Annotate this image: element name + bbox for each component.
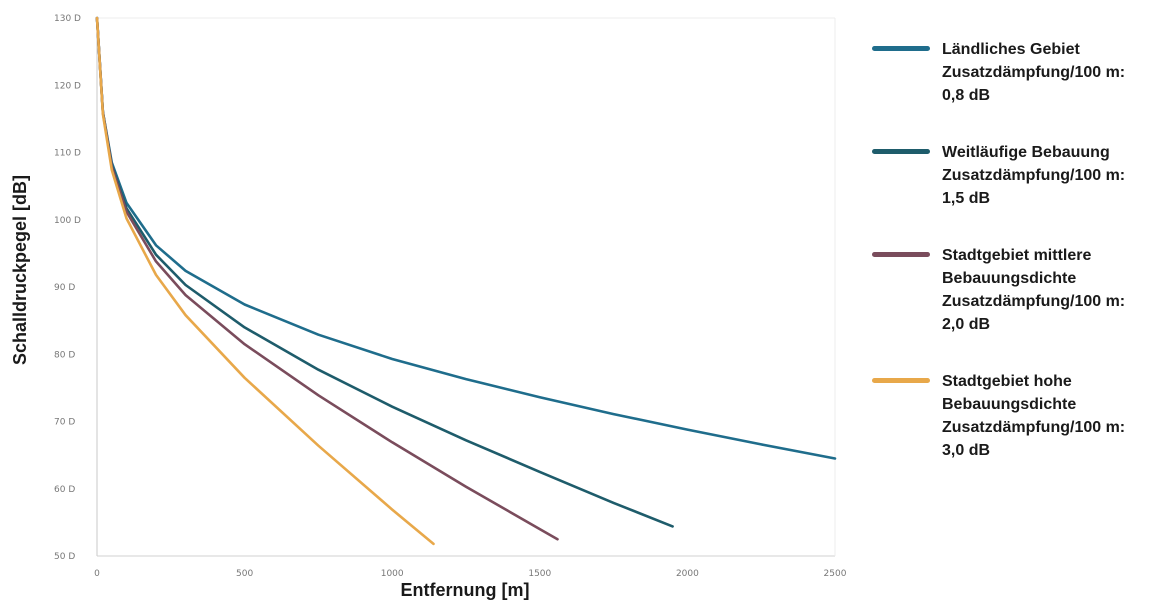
y-tick-label: 100 D [54,216,81,226]
y-tick-label: 70 D [54,418,75,428]
series-line-4 [95,16,435,546]
legend-label: 1,5 dB [942,190,991,207]
y-tick-label: 110 D [54,149,81,159]
x-tick-label: 2000 [676,569,699,579]
y-tick-label: 60 D [54,485,75,495]
legend-item-2: Weitläufige Bebauung Zusatzdämpfung/100 m… [872,141,1172,210]
series-line-1 [95,16,837,460]
y-tick-label: 130 D [54,14,81,24]
y-tick-label: 50 D [54,552,75,562]
legend-label: Zusatzdämpfung/100 m: [942,293,1126,310]
legend-item-3: Stadtgebiet mittlere Bebauungsdichte Zusat… [872,244,1172,336]
legend-label: Stadtgebiet mittlere [942,247,1092,264]
x-tick-label: 500 [236,569,253,579]
legend-label: Zusatzdämpfung/100 m: [942,64,1126,81]
legend-label: Ländliches Gebiet [942,41,1080,58]
y-tick-label: 80 D [54,350,75,360]
series-line-3 [95,16,559,541]
series-line-2 [95,16,674,528]
legend-swatch [872,46,930,51]
legend-item-4: Stadtgebiet hohe Bebauungsdichte Zusatzdäm… [872,370,1172,462]
legend-label: 2,0 dB [942,316,991,333]
tick-labels: 50 D 60 D 70 D 80 D 90 D 100 D 110 D 120 D 130 D… [54,14,847,579]
legend-label: Zusatzdämpfung/100 m: [942,167,1126,184]
legend-label: Weitläufige Bebauung [942,144,1110,161]
legend-label: Bebauungsdichte [942,270,1077,287]
legend-swatch [872,149,930,154]
y-tick-label: 90 D [54,283,75,293]
legend-item-1: Ländliches Gebiet Zusatzdämpfung/100 m: 0,… [872,38,1172,107]
legend: Ländliches Gebiet Zusatzdämpfung/100 m: 0,… [872,38,1172,496]
x-tick-label: 1000 [381,569,404,579]
y-tick-label: 120 D [54,81,81,91]
y-axis-title: Schalldruckpegel [dB] [10,175,30,365]
x-tick-label: 2500 [824,569,847,579]
x-tick-label: 1500 [528,569,551,579]
x-axis-title: Entfernung [m] [401,580,530,600]
series-lines [95,16,837,546]
legend-label: 0,8 dB [942,87,991,104]
legend-label: 3,0 dB [942,442,991,459]
x-tick-label: 0 [94,569,100,579]
legend-label: Zusatzdämpfung/100 m: [942,419,1126,436]
legend-swatch [872,378,930,383]
axes [96,17,836,557]
legend-label: Bebauungsdichte [942,396,1077,413]
legend-swatch [872,252,930,257]
legend-label: Stadtgebiet hohe [942,373,1072,390]
